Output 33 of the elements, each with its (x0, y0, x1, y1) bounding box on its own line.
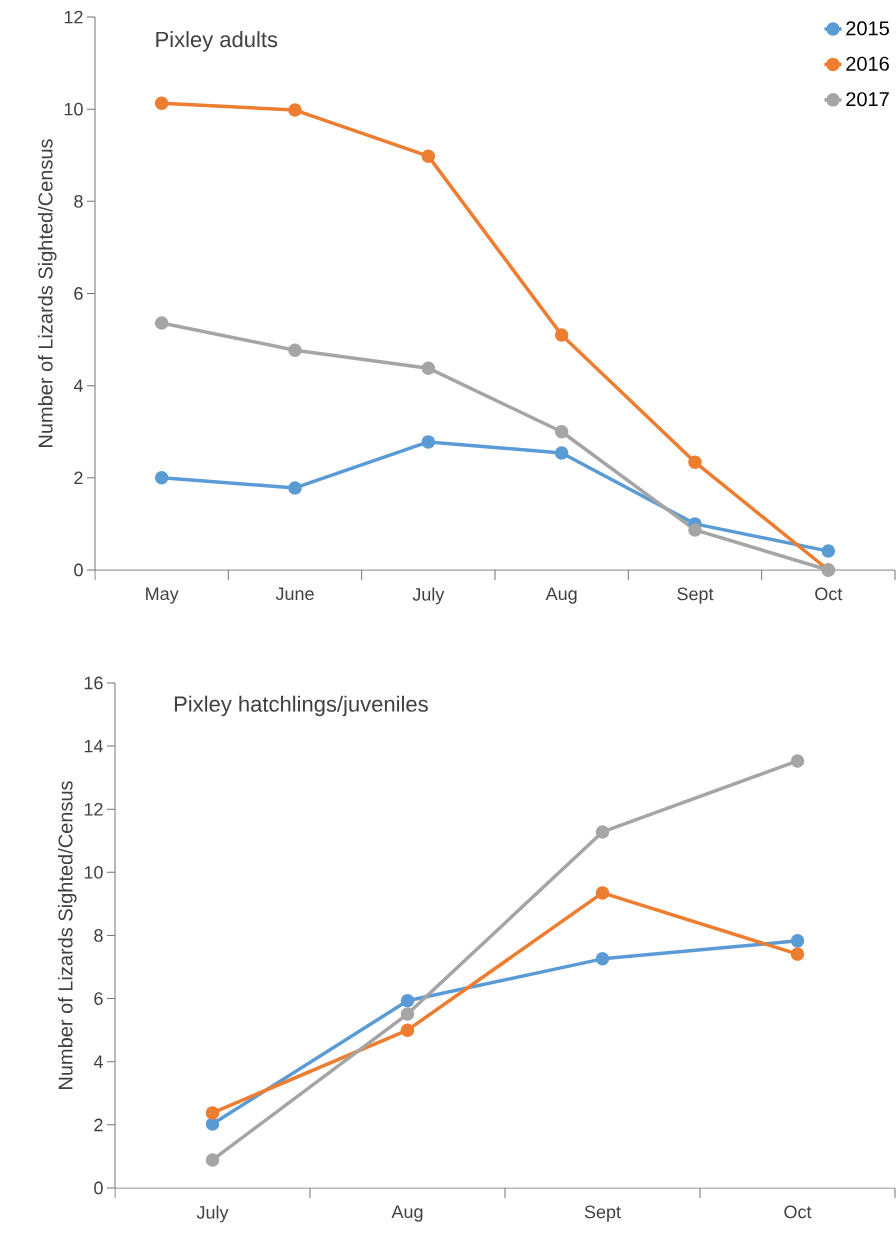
legend-label: 2016 (846, 56, 889, 71)
y-axis-title: Number of Lizards Sighted/Census (37, 139, 57, 447)
y-tick-label: 0 (74, 563, 83, 577)
x-tick-label: Aug (391, 1205, 423, 1222)
y-tick-label: 12 (64, 10, 83, 24)
x-tick-label: May (146, 587, 179, 604)
x-tick-label: Aug (545, 587, 577, 604)
y-axis-title: Number of Lizards Sighted/Census (57, 781, 77, 1089)
x-tick-label: Oct (784, 1205, 812, 1219)
y-tick-label: 2 (74, 471, 83, 485)
y-tick-label: 12 (84, 802, 103, 816)
y-tick-label: 0 (94, 1181, 103, 1195)
y-tick-label: 4 (73, 379, 83, 392)
y-tick-label: 10 (84, 865, 103, 879)
legend-label: 2017 (846, 92, 889, 107)
y-tick-label: 8 (94, 929, 103, 942)
y-tick-label: 6 (94, 992, 103, 1005)
y-tick-label: 4 (93, 1055, 103, 1068)
x-tick-label: July (196, 1205, 229, 1223)
text: Pixley hatchlings/juveniles (174, 695, 428, 717)
x-tick-label: Sept (584, 1205, 621, 1222)
y-tick-label: 6 (74, 287, 83, 300)
x-tick-label: June (275, 587, 314, 601)
y-tick-label: 2 (94, 1118, 103, 1132)
y-tick-label: 8 (74, 194, 83, 208)
y-tick-label: 10 (64, 102, 83, 116)
y-tick-label: 16 (84, 676, 103, 690)
x-tick-label: Oct (815, 587, 843, 601)
x-tick-label: Sept (677, 587, 714, 604)
y-tick-label: 14 (84, 739, 103, 753)
legend-label: 2015 (846, 21, 889, 36)
text: Pixley adults (156, 31, 278, 52)
x-tick-label: July (412, 587, 445, 605)
